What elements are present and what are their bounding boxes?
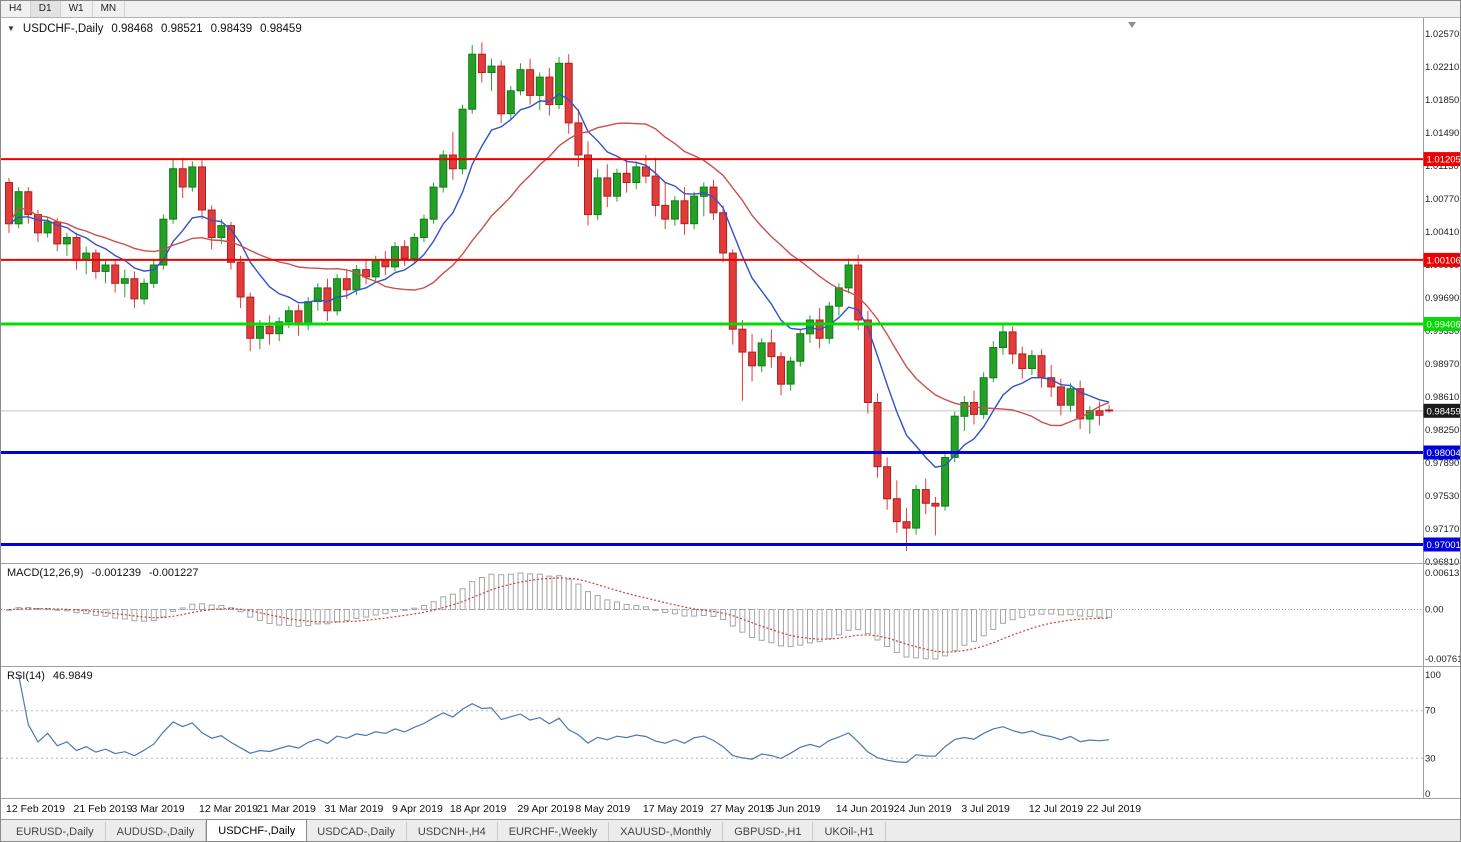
svg-text:0.97170: 0.97170 <box>1425 524 1459 535</box>
svg-text:0.97001: 0.97001 <box>1427 540 1461 551</box>
svg-text:18 Apr 2019: 18 Apr 2019 <box>450 803 507 815</box>
price-badge: 0.99406 <box>1423 317 1461 331</box>
svg-text:3 Mar 2019: 3 Mar 2019 <box>131 803 184 815</box>
svg-text:0.98970: 0.98970 <box>1425 359 1459 370</box>
chart-tab[interactable]: USDCNH-,H4 <box>407 822 498 841</box>
price-badge: 0.98004 <box>1423 445 1461 460</box>
svg-text:0.98610: 0.98610 <box>1425 392 1459 403</box>
macd-value-signal: -0.001227 <box>148 567 199 579</box>
svg-text:8 May 2019: 8 May 2019 <box>575 803 630 815</box>
candlestick-series <box>5 42 1114 551</box>
symbol-name: USDCHF-,Daily <box>22 23 104 35</box>
svg-text:9 Apr 2019: 9 Apr 2019 <box>392 803 443 815</box>
rsi-label: RSI(14) 46.9849 <box>7 670 93 682</box>
macd-label: MACD(12,26,9) -0.001239 -0.001227 <box>7 567 199 579</box>
chart-tab[interactable]: USDCAD-,Daily <box>306 822 407 841</box>
svg-text:1.02210: 1.02210 <box>1425 62 1459 73</box>
svg-text:1.00770: 1.00770 <box>1425 194 1459 205</box>
svg-text:29 Apr 2019: 29 Apr 2019 <box>517 803 574 815</box>
svg-text:12 Jul 2019: 12 Jul 2019 <box>1029 803 1083 815</box>
svg-text:1.02570: 1.02570 <box>1425 29 1459 40</box>
chart-tab[interactable]: USDCHF-,Daily <box>206 819 308 841</box>
svg-text:-0.00761: -0.00761 <box>1425 654 1461 665</box>
macd-value-main: -0.001239 <box>91 567 141 579</box>
svg-text:0.98250: 0.98250 <box>1425 425 1459 436</box>
ma-ema9-line <box>8 93 1110 468</box>
svg-text:0.98004: 0.98004 <box>1427 448 1461 459</box>
rsi-name: RSI(14) <box>7 670 45 682</box>
svg-text:0.98459: 0.98459 <box>1427 406 1461 417</box>
svg-text:0.99406: 0.99406 <box>1427 320 1461 331</box>
chart-tab[interactable]: EURCHF-,Weekly <box>498 822 610 841</box>
price-badge: 0.98459 <box>1423 403 1461 418</box>
svg-text:1.01205: 1.01205 <box>1427 155 1461 166</box>
svg-text:0.97890: 0.97890 <box>1425 458 1459 469</box>
chart-tab[interactable]: EURUSD-,Daily <box>5 822 106 841</box>
svg-text:1.01850: 1.01850 <box>1425 95 1459 106</box>
svg-text:1.01130: 1.01130 <box>1425 161 1459 172</box>
price-badge: 1.00106 <box>1423 252 1461 267</box>
chart-tab-bar: EURUSD-,Daily AUDUSD-,Daily USDCHF-,Daily U… <box>1 819 1460 841</box>
svg-text:12 Feb 2019: 12 Feb 2019 <box>6 803 65 815</box>
chart-tab[interactable]: AUDUSD-,Daily <box>106 822 207 841</box>
svg-text:31 Mar 2019: 31 Mar 2019 <box>324 803 383 815</box>
ma-sma20-line <box>8 122 1110 427</box>
svg-text:14 Jun 2019: 14 Jun 2019 <box>836 803 894 815</box>
symbol-info: ▼ USDCHF-,Daily 0.98468 0.98521 0.98439 … <box>7 23 302 35</box>
ohlc-close: 0.98459 <box>260 23 302 35</box>
svg-text:3 Jul 2019: 3 Jul 2019 <box>961 803 1010 815</box>
svg-text:22 Jul 2019: 22 Jul 2019 <box>1087 803 1141 815</box>
svg-text:5 Jun 2019: 5 Jun 2019 <box>768 803 820 815</box>
timeframe-button-mn[interactable]: MN <box>93 1 126 17</box>
svg-text:1.00106: 1.00106 <box>1427 255 1461 266</box>
timeframe-button-h4[interactable]: H4 <box>1 1 31 17</box>
rsi-value: 46.9849 <box>52 670 93 682</box>
timeframe-toolbar: H4 D1 W1 MN <box>1 1 1460 18</box>
svg-text:70: 70 <box>1425 706 1436 717</box>
svg-text:100: 100 <box>1425 670 1441 681</box>
ohlc-high: 0.98521 <box>161 23 203 35</box>
price-badge: 0.97001 <box>1423 537 1461 552</box>
tick-down-icon: ▼ <box>7 23 15 33</box>
timeframe-button-w1[interactable]: W1 <box>61 1 93 17</box>
macd-signal-line <box>8 577 1110 653</box>
timeframe-button-d1[interactable]: D1 <box>30 1 61 17</box>
svg-text:0.99690: 0.99690 <box>1425 293 1459 304</box>
svg-text:0.97530: 0.97530 <box>1425 491 1459 502</box>
svg-text:12 Mar 2019: 12 Mar 2019 <box>199 803 258 815</box>
ohlc-low: 0.98439 <box>210 23 253 35</box>
svg-text:30: 30 <box>1425 753 1436 764</box>
price-badge: 1.01205 <box>1423 152 1461 167</box>
svg-text:27 May 2019: 27 May 2019 <box>710 803 771 815</box>
chart-tab[interactable]: UKOil-,H1 <box>813 822 886 841</box>
macd-name: MACD(12,26,9) <box>7 567 84 579</box>
svg-text:1.00410: 1.00410 <box>1425 227 1459 238</box>
svg-text:0.99330: 0.99330 <box>1425 326 1459 337</box>
svg-text:17 May 2019: 17 May 2019 <box>643 803 704 815</box>
chart-tab[interactable]: XAUUSD-,Monthly <box>609 822 724 841</box>
svg-text:21 Feb 2019: 21 Feb 2019 <box>74 803 133 815</box>
svg-text:0: 0 <box>1425 789 1430 800</box>
svg-text:0.00: 0.00 <box>1425 604 1444 615</box>
svg-text:24 Jun 2019: 24 Jun 2019 <box>894 803 952 815</box>
shift-marker-icon[interactable] <box>1128 22 1136 28</box>
svg-text:21 Mar 2019: 21 Mar 2019 <box>257 803 316 815</box>
svg-text:0.96810: 0.96810 <box>1425 557 1459 568</box>
svg-text:0.00613: 0.00613 <box>1425 568 1459 579</box>
svg-text:1.01490: 1.01490 <box>1425 128 1459 139</box>
chart-tab[interactable]: GBPUSD-,H1 <box>723 822 814 841</box>
rsi-line <box>18 674 1110 764</box>
ohlc-open: 0.98468 <box>111 23 153 35</box>
macd-histogram <box>6 572 1113 660</box>
